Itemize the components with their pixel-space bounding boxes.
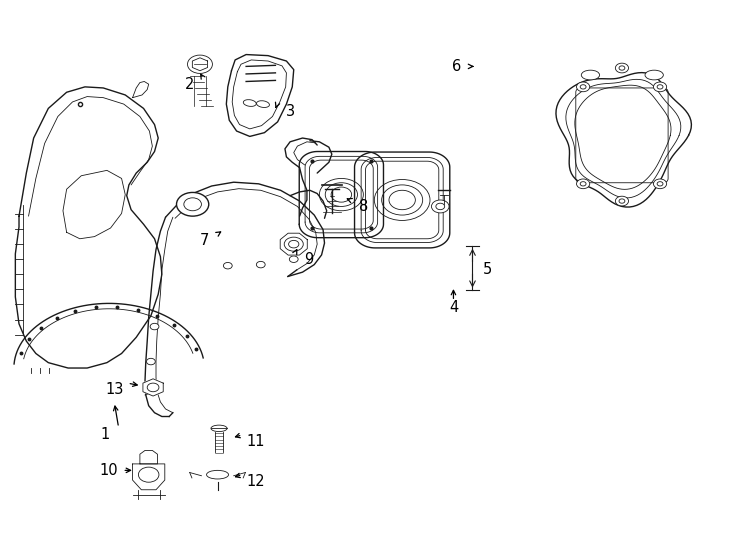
Text: 3: 3 bbox=[286, 104, 294, 119]
Circle shape bbox=[147, 359, 156, 365]
Polygon shape bbox=[133, 82, 149, 98]
Text: 9: 9 bbox=[304, 252, 313, 267]
Polygon shape bbox=[556, 72, 691, 207]
Polygon shape bbox=[133, 464, 165, 490]
Polygon shape bbox=[140, 450, 158, 464]
Ellipse shape bbox=[645, 70, 664, 80]
Text: 7: 7 bbox=[200, 233, 209, 248]
Text: 11: 11 bbox=[247, 434, 265, 449]
Circle shape bbox=[653, 179, 666, 188]
Circle shape bbox=[576, 82, 589, 92]
Ellipse shape bbox=[211, 425, 227, 431]
Circle shape bbox=[576, 179, 589, 188]
Circle shape bbox=[432, 200, 449, 213]
Text: 6: 6 bbox=[451, 59, 461, 74]
Ellipse shape bbox=[581, 70, 600, 80]
Circle shape bbox=[223, 262, 232, 269]
Text: 12: 12 bbox=[247, 474, 265, 489]
Polygon shape bbox=[192, 58, 208, 71]
Text: 13: 13 bbox=[105, 382, 123, 397]
Text: 2: 2 bbox=[185, 77, 195, 92]
Circle shape bbox=[289, 256, 298, 262]
Text: 1: 1 bbox=[101, 427, 110, 442]
Text: 4: 4 bbox=[448, 300, 458, 315]
Polygon shape bbox=[63, 170, 126, 239]
Text: 8: 8 bbox=[359, 199, 368, 214]
Circle shape bbox=[615, 196, 628, 206]
Text: 5: 5 bbox=[483, 262, 493, 278]
Circle shape bbox=[653, 82, 666, 92]
Circle shape bbox=[256, 261, 265, 268]
Polygon shape bbox=[355, 152, 450, 248]
Polygon shape bbox=[15, 87, 162, 368]
Circle shape bbox=[615, 63, 628, 73]
Circle shape bbox=[176, 192, 208, 216]
Ellipse shape bbox=[206, 470, 228, 479]
Polygon shape bbox=[280, 233, 308, 255]
Polygon shape bbox=[226, 55, 294, 137]
Polygon shape bbox=[299, 152, 383, 238]
Polygon shape bbox=[143, 379, 163, 396]
Text: 10: 10 bbox=[100, 463, 118, 478]
Circle shape bbox=[150, 323, 159, 330]
